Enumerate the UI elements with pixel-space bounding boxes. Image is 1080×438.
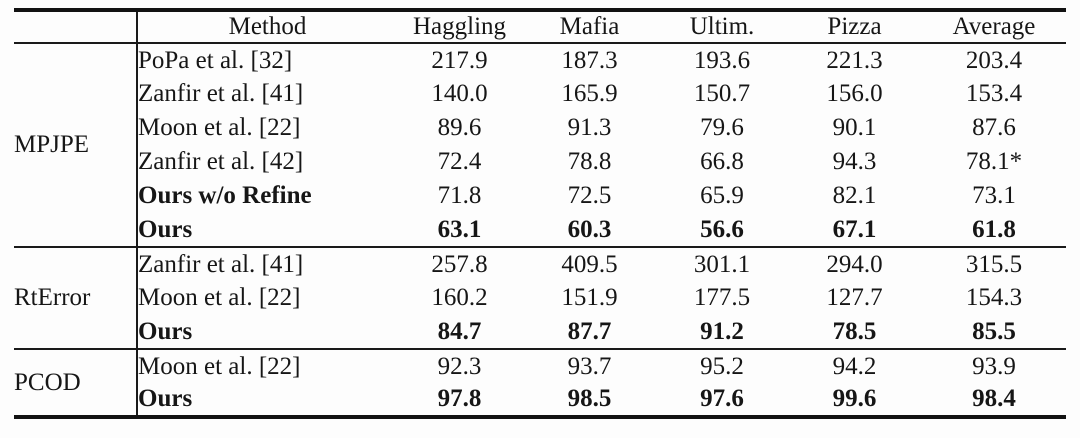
method-cell: Zanfir et al. [42] (138, 148, 304, 175)
value-cell: 72.4 (437, 148, 482, 175)
value-cell: 203.4 (965, 46, 1023, 74)
column-header-ultim: Ultim. (689, 13, 755, 40)
header-row: Method Haggling Mafia Ultim. Pizza Average (14, 10, 1066, 43)
table-row: RtError Zanfir et al. [41] 257.8 409.5 301.1… (14, 247, 1066, 349)
value-cell: 93.7 (567, 352, 612, 380)
method-cell: Ours (138, 385, 193, 412)
value-cell: 409.5 (561, 250, 618, 278)
method-cell: Moon et al. [22] (138, 114, 301, 141)
value-cell: 91.2 (700, 317, 744, 345)
method-cell: Ours (138, 317, 193, 345)
table-row: MPJPE PoPa et al. [32] 217.9 187.3 193.6 221.… (14, 43, 1066, 247)
metric-label-pcod: PCOD (14, 349, 138, 417)
value-cell: 98.4 (972, 385, 1016, 412)
table-row: Ours 63.1 60.3 56.6 67.1 61.8 (14, 213, 1066, 247)
value-cell: 71.8 (437, 182, 482, 209)
value-cell: 60.3 (567, 215, 612, 243)
value-cell: 72.5 (567, 182, 612, 209)
value-cell: 127.7 (826, 284, 883, 311)
value-cell: 151.9 (561, 284, 618, 311)
value-cell: 93.9 (972, 352, 1016, 380)
value-cell: 90.1 (832, 114, 877, 141)
table-row: Ours 84.7 87.7 91.2 78.5 85.5 (14, 315, 1066, 349)
column-header-average: Average (952, 13, 1036, 40)
value-cell: 87.7 (567, 317, 612, 345)
value-cell: 56.6 (700, 215, 744, 243)
value-cell: 294.0 (826, 250, 883, 278)
value-cell: 79.6 (700, 114, 744, 141)
table-row: PCOD Moon et al. [22] 92.3 93.7 95.2 94.2 93.9 (14, 349, 1066, 417)
table-header: Method Haggling Mafia Ultim. Pizza Average (14, 10, 1066, 43)
value-cell: 66.8 (700, 148, 744, 175)
value-cell: 87.6 (972, 114, 1016, 141)
column-header-haggling: Haggling (412, 13, 507, 40)
value-cell: 154.3 (965, 284, 1023, 311)
table-row: Moon et al. [22] 89.6 91.3 79.6 90.1 87.6 (14, 111, 1066, 145)
table-row: Zanfir et al. [42] 72.4 78.8 66.8 94.3 78.1* (14, 145, 1066, 179)
value-cell: 315.5 (965, 250, 1023, 278)
value-cell: 78.5 (832, 317, 877, 345)
metric-label-mpjpe: MPJPE (14, 43, 138, 247)
method-cell: Ours (138, 215, 193, 243)
column-header-mafia: Mafia (559, 13, 620, 40)
value-cell: 67.1 (832, 215, 877, 243)
method-cell: Moon et al. [22] (138, 284, 301, 311)
table-row: Moon et al. [22] 160.2 151.9 177.5 127.7 154.… (14, 281, 1066, 315)
method-cell: Zanfir et al. [41] (138, 80, 304, 107)
method-cell: PoPa et al. [32] (138, 46, 293, 74)
value-cell: 92.3 (437, 352, 482, 380)
corner-cell (14, 10, 138, 43)
value-cell: 99.6 (832, 385, 877, 412)
value-cell: 98.5 (567, 385, 612, 412)
table-row: Zanfir et al. [41] 140.0 165.9 150.7 156.0 15… (14, 77, 1066, 111)
value-cell: 84.7 (437, 317, 482, 345)
table-row: Ours w/o Refine 71.8 72.5 65.9 82.1 73.1 (14, 179, 1066, 213)
value-cell: 150.7 (693, 80, 751, 107)
value-cell: 165.9 (561, 80, 618, 107)
value-cell: 160.2 (431, 284, 488, 311)
results-table: Method Haggling Mafia Ultim. Pizza Average MP… (14, 8, 1066, 419)
table-row: Ours 97.8 98.5 97.6 99.6 98.4 (14, 383, 1066, 417)
value-cell: 94.3 (832, 148, 877, 175)
value-cell: 65.9 (700, 182, 744, 209)
value-cell: 140.0 (431, 80, 488, 107)
value-cell: 187.3 (561, 46, 618, 74)
value-cell: 73.1 (972, 182, 1016, 209)
value-cell: 63.1 (437, 215, 482, 243)
value-cell: 301.1 (693, 250, 751, 278)
value-cell: 94.2 (832, 352, 877, 380)
value-cell: 78.8 (567, 148, 612, 175)
value-cell: 193.6 (693, 46, 751, 74)
method-cell: Moon et al. [22] (138, 352, 301, 380)
value-cell: 61.8 (972, 215, 1016, 243)
paper-results-table-figure: Method Haggling Mafia Ultim. Pizza Average MP… (14, 8, 1066, 419)
value-cell: 217.9 (431, 46, 488, 74)
column-header-pizza: Pizza (827, 13, 882, 40)
value-cell: 156.0 (826, 80, 883, 107)
method-cell: Ours w/o Refine (138, 182, 312, 209)
value-cell: 177.5 (693, 284, 751, 311)
value-cell: 95.2 (700, 352, 744, 380)
value-cell: 89.6 (437, 114, 482, 141)
method-cell: Zanfir et al. [41] (138, 250, 304, 278)
value-cell: 82.1 (832, 182, 877, 209)
value-cell: 257.8 (431, 250, 488, 278)
table-body: MPJPE PoPa et al. [32] 217.9 187.3 193.6 221.… (14, 43, 1066, 417)
value-cell: 153.4 (965, 80, 1023, 107)
value-cell: 221.3 (826, 46, 883, 74)
value-cell: 78.1* (965, 148, 1023, 175)
value-cell: 85.5 (972, 317, 1016, 345)
value-cell: 97.8 (437, 385, 482, 412)
column-header-method: Method (228, 13, 307, 40)
metric-label-rterror: RtError (14, 247, 138, 349)
value-cell: 91.3 (567, 114, 612, 141)
value-cell: 97.6 (700, 385, 744, 412)
